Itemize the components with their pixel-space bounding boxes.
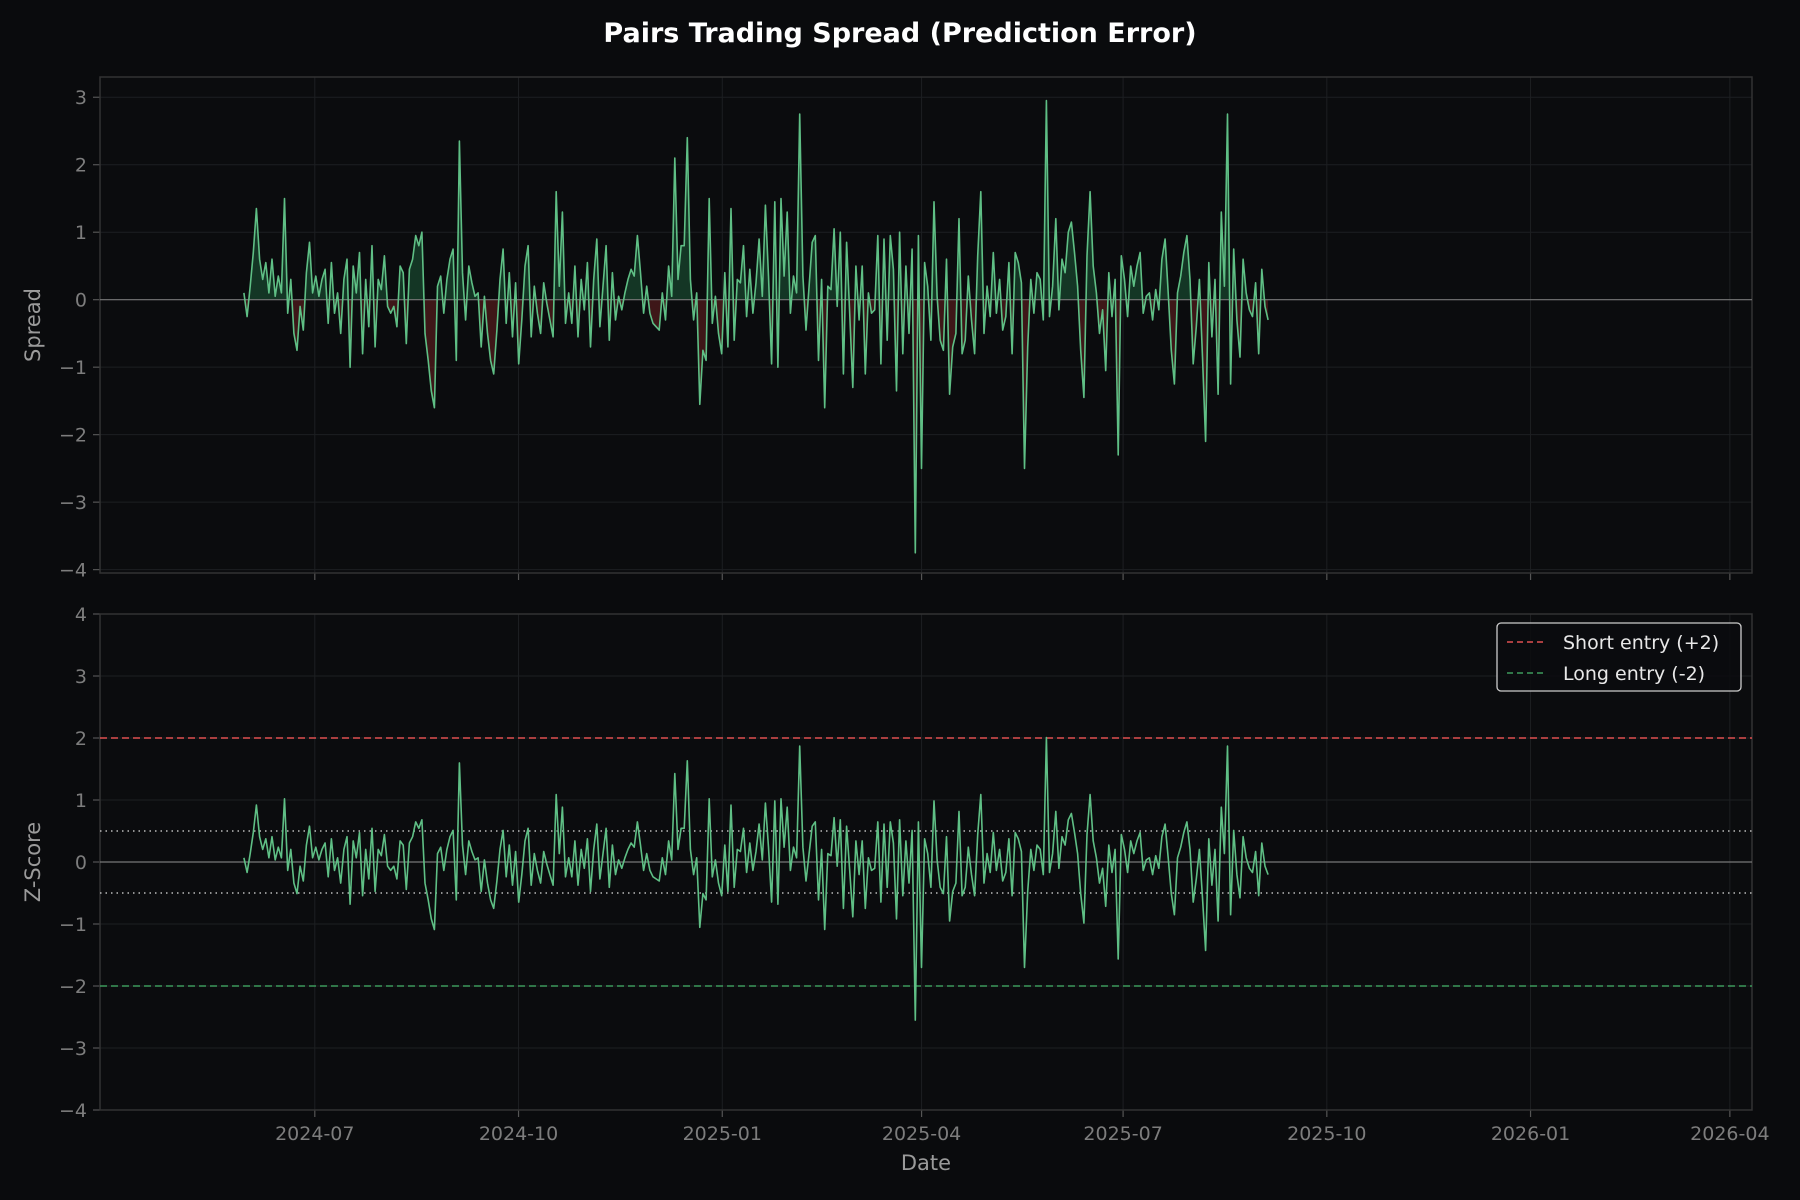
xtick-label: 2026-04: [1690, 1123, 1769, 1145]
zscore-ytick-label: −4: [59, 1100, 87, 1122]
spread-ytick-label: 3: [75, 87, 87, 109]
zscore-ytick-label: −3: [59, 1038, 87, 1060]
xtick-label: 2025-01: [683, 1123, 762, 1145]
spread-plot-area: [100, 77, 1752, 573]
spread-ytick-label: 0: [75, 290, 87, 312]
xtick-label: 2025-07: [1083, 1123, 1162, 1145]
spread-axis-label: Spread: [21, 288, 45, 362]
zscore-ytick-label: −2: [59, 976, 87, 998]
legend-label: Long entry (-2): [1563, 663, 1705, 685]
xtick-label: 2024-07: [275, 1123, 354, 1145]
zscore-ytick-label: 4: [75, 604, 87, 626]
chart-title: Pairs Trading Spread (Prediction Error): [603, 18, 1197, 49]
spread-ytick-label: −4: [59, 560, 87, 582]
zscore-ytick-label: 1: [75, 790, 87, 812]
xtick-label: 2025-04: [882, 1123, 961, 1145]
spread-ytick-label: −3: [59, 492, 87, 514]
spread-ytick-label: −1: [59, 357, 87, 379]
xtick-label: 2024-10: [479, 1123, 558, 1145]
spread-ytick-label: 1: [75, 222, 87, 244]
legend-label: Short entry (+2): [1563, 632, 1719, 654]
zscore-ytick-label: −1: [59, 914, 87, 936]
legend-box: [1496, 622, 1742, 692]
zscore-axis-label: Z-Score: [21, 822, 45, 902]
zscore-ytick-label: 2: [75, 728, 87, 750]
date-axis-label: Date: [901, 1151, 951, 1175]
zscore-ytick-label: 0: [75, 852, 87, 874]
spread-spines: [99, 76, 1753, 574]
spread-ytick-label: 2: [75, 155, 87, 177]
zscore-ytick-label: 3: [75, 666, 87, 688]
legend: Short entry (+2) Long entry (-2): [1496, 622, 1742, 692]
spread-ytick-label: −2: [59, 425, 87, 447]
spread-series-line: [243, 99, 1269, 554]
spread-positive-fill: [243, 100, 1265, 300]
xtick-label: 2026-01: [1491, 1123, 1570, 1145]
zscore-series-line: [243, 736, 1269, 1021]
xtick-label: 2025-10: [1287, 1123, 1366, 1145]
